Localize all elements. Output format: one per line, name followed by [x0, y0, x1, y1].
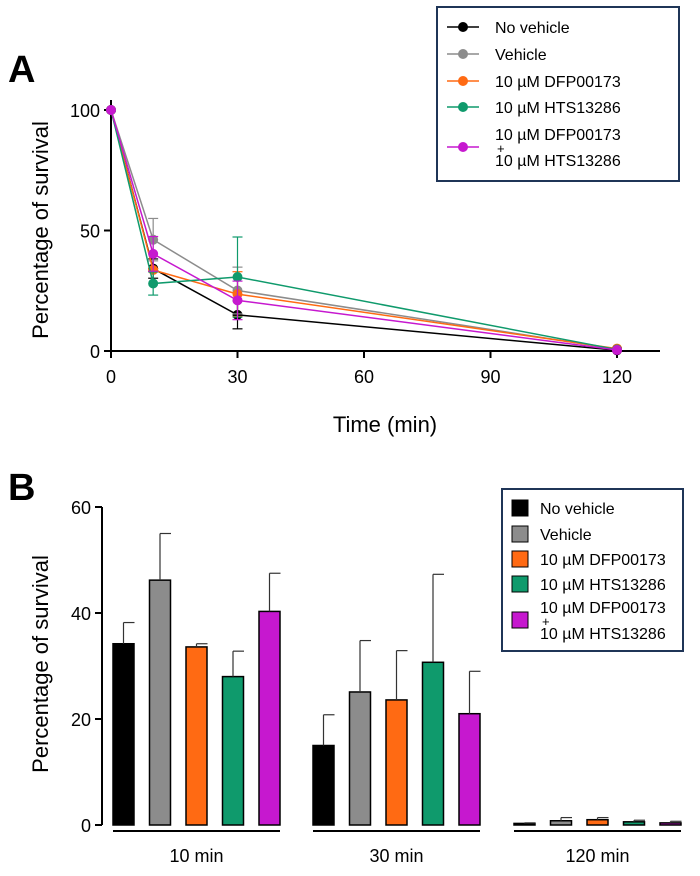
- panel-b-bar: [221, 675, 245, 826]
- panel-a-x-tick-label: 0: [106, 367, 116, 387]
- panel-a-legend-label: 10 µM DFP00173: [495, 127, 621, 144]
- panel-b-bar: [258, 610, 281, 826]
- panel-b-legend-swatch: [511, 611, 529, 629]
- panel-b-bar: [513, 822, 536, 826]
- panel-a-x-axis-label: Time (min): [333, 412, 437, 437]
- panel-b-bar: [185, 646, 208, 826]
- panel-b-bar: [622, 821, 646, 826]
- panel-a-legend-label: 10 µM DFP00173: [495, 74, 621, 91]
- panel-b-y-tick-label: 60: [71, 498, 91, 518]
- panel-a-data-point: [106, 105, 116, 115]
- panel-b-y-tick-label: 20: [71, 710, 91, 730]
- panel-a-legend-marker: [458, 76, 468, 86]
- panel-label-a: A: [8, 49, 35, 91]
- panel-b-legend-label: 10 µM HTS13286: [540, 577, 666, 594]
- panel-a-legend: No vehicle Vehicle 10 µM DFP00173 10 µM HTS…: [436, 6, 680, 182]
- panel-a-series-line: [110, 109, 618, 351]
- panel-b-category-label: 10 min: [169, 846, 223, 866]
- panel-b-bar: [348, 691, 372, 826]
- panel-b-bar: [312, 744, 335, 826]
- panel-a-y-axis-label: Percentage of survival: [28, 121, 53, 339]
- panel-b-legend-label: 10 µM DFP00173: [540, 600, 666, 617]
- panel-b-bar: [148, 579, 172, 826]
- panel-b-y-axis-label: Percentage of survival: [28, 555, 53, 773]
- panel-b-bar: [421, 661, 445, 826]
- panel-a-x-tick-label: 90: [480, 367, 500, 387]
- panel-a-data-point: [232, 295, 243, 306]
- panel-a-legend-label: Vehicle: [495, 47, 547, 64]
- panel-b-bar-chart: 0 20 40 60 10 min 30 min 120 min No vehicle Vehi…: [71, 488, 684, 866]
- panel-b-category-label: 30 min: [369, 846, 423, 866]
- panel-b-legend-swatch: [511, 499, 529, 517]
- panel-label-b: B: [8, 467, 35, 509]
- panel-b-legend-box: [501, 488, 684, 652]
- panel-b-legend-swatch: [511, 550, 529, 568]
- panel-b-y-tick-label: 0: [81, 816, 91, 836]
- panel-b-bar: [385, 699, 408, 826]
- panel-a-series-line: [110, 109, 618, 350]
- panel-a-data-point: [148, 278, 159, 289]
- panel-a-data-point: [612, 345, 622, 356]
- panel-a-legend-box: [436, 6, 680, 182]
- panel-a-data-point: [148, 248, 159, 259]
- panel-b-legend-swatch: [511, 525, 529, 543]
- panel-a-legend-marker: [458, 22, 468, 32]
- panel-a-legend-marker: [458, 102, 468, 112]
- panel-a-y-tick-label: 0: [90, 342, 100, 362]
- panel-b-category-label: 120 min: [565, 846, 629, 866]
- panel-b-legend-label: No vehicle: [540, 501, 615, 518]
- panel-a-line-chart: 0 30 60 90 120 0 50 100 No vehicle Vehicle 10 µM D…: [70, 6, 680, 387]
- panel-a-legend-marker: [458, 49, 468, 59]
- panel-a-series-line: [110, 109, 618, 350]
- panel-a-series-line: [110, 109, 618, 351]
- panel-b-bar: [659, 822, 682, 826]
- panel-b-legend-plus: +: [542, 614, 550, 629]
- panel-b-legend-label: 10 µM HTS13286: [540, 626, 666, 643]
- panel-b-legend-label: Vehicle: [540, 527, 592, 544]
- panel-a-x-tick-label: 60: [354, 367, 374, 387]
- panel-a-x-tick-label: 30: [227, 367, 247, 387]
- panel-a-legend-label: 10 µM HTS13286: [495, 100, 621, 117]
- panel-a-legend-label: No vehicle: [495, 20, 570, 37]
- panel-b-bar: [112, 642, 135, 826]
- panel-a-y-tick-label: 50: [80, 222, 100, 242]
- panel-a-x-tick-label: 120: [602, 367, 632, 387]
- panel-a-legend-marker: [458, 142, 468, 152]
- panel-b-legend: No vehicle Vehicle 10 µM DFP00173 10 µM HTS…: [501, 488, 684, 652]
- panel-b-y-tick-label: 40: [71, 604, 91, 624]
- panel-a-legend-plus: +: [497, 141, 505, 156]
- panel-b-bar: [458, 712, 481, 826]
- panel-b-legend-swatch: [511, 575, 529, 593]
- panel-b-bar: [586, 818, 609, 826]
- panel-b-legend-label: 10 µM DFP00173: [540, 552, 666, 569]
- panel-a-legend-label: 10 µM HTS13286: [495, 153, 621, 170]
- panel-a-y-tick-label: 100: [70, 101, 100, 121]
- panel-b-bar: [549, 820, 573, 826]
- panel-a-data-point: [232, 272, 243, 283]
